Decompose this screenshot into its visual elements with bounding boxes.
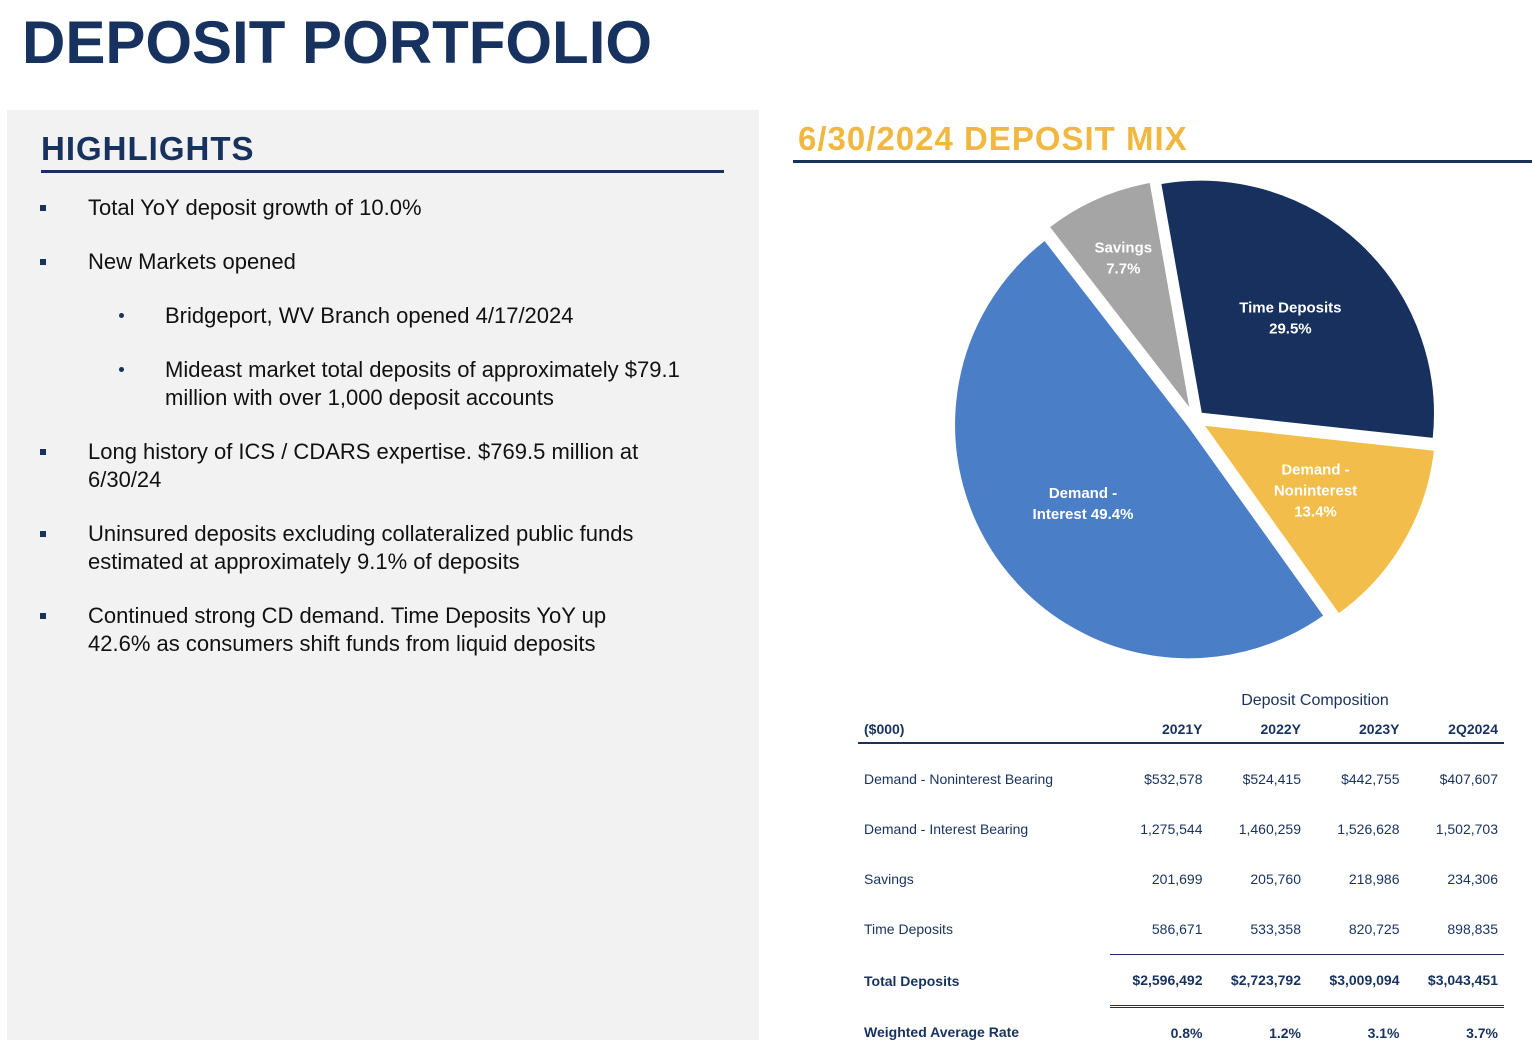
table-cell: 218,986 <box>1307 854 1406 904</box>
column-header: 2Q2024 <box>1406 718 1505 743</box>
deposit-mix-title: 6/30/2024 DEPOSIT MIX <box>798 120 1188 158</box>
square-bullet-icon <box>40 259 46 265</box>
table-cell: $532,578 <box>1110 754 1209 804</box>
row-label: Weighted Average Rate <box>858 1007 1110 1058</box>
row-label: Demand - Noninterest Bearing <box>858 754 1110 804</box>
table-cell: $524,415 <box>1209 754 1308 804</box>
table-cell: 1.2% <box>1209 1007 1308 1058</box>
total-row: Total Deposits $2,596,492 $2,723,792 $3,… <box>858 955 1504 1007</box>
column-header: ($000) <box>858 718 1110 743</box>
pie-label-line: Time Deposits <box>1239 300 1341 317</box>
table-cell: 234,306 <box>1406 854 1505 904</box>
table-cell: $3,009,094 <box>1307 955 1406 1007</box>
highlights-panel: HIGHLIGHTS Total YoY deposit growth of 1… <box>7 110 759 1040</box>
table-cell: 1,502,703 <box>1406 804 1505 854</box>
page-title: DEPOSIT PORTFOLIO <box>22 8 652 77</box>
table-cell: $407,607 <box>1406 754 1505 804</box>
table-cell: 3.1% <box>1307 1007 1406 1058</box>
rate-row: Weighted Average Rate 0.8% 1.2% 3.1% 3.7… <box>858 1007 1504 1058</box>
bullet-text: Continued strong CD demand. Time Deposit… <box>88 603 606 656</box>
square-bullet-icon <box>40 449 46 455</box>
pie-label-line: Demand - <box>1281 461 1349 478</box>
table-cell: $442,755 <box>1307 754 1406 804</box>
square-bullet-icon <box>40 613 46 619</box>
bullet-text: New Markets opened <box>88 249 296 274</box>
deposit-mix-divider <box>793 160 1532 163</box>
row-label: Time Deposits <box>858 904 1110 955</box>
table-cell: 586,671 <box>1110 904 1209 955</box>
table-cell: 205,760 <box>1209 854 1308 904</box>
bullet-text: Mideast market total deposits of approxi… <box>165 357 680 410</box>
table-cell: 3.7% <box>1406 1007 1505 1058</box>
table-cell: 1,275,544 <box>1110 804 1209 854</box>
table-cell: 201,699 <box>1110 854 1209 904</box>
table-cell: 1,526,628 <box>1307 804 1406 854</box>
bullet-item: Continued strong CD demand. Time Deposit… <box>88 602 668 658</box>
bullet-text: Bridgeport, WV Branch opened 4/17/2024 <box>165 303 574 328</box>
pie-label-line: Interest 49.4% <box>1033 506 1134 523</box>
highlights-divider <box>41 170 724 173</box>
column-header: 2022Y <box>1209 718 1308 743</box>
pie-label-line: Savings <box>1095 239 1153 256</box>
bullet-text: Uninsured deposits excluding collaterali… <box>88 521 633 574</box>
pie-label-line: 7.7% <box>1106 260 1140 277</box>
sub-bullet-item: Bridgeport, WV Branch opened 4/17/2024 <box>165 302 705 330</box>
table-cell: 533,358 <box>1209 904 1308 955</box>
table-cell: 1,460,259 <box>1209 804 1308 854</box>
bullet-text: Long history of ICS / CDARS expertise. $… <box>88 439 638 492</box>
column-header: 2021Y <box>1110 718 1209 743</box>
pie-label-line: 13.4% <box>1294 503 1337 520</box>
row-label: Demand - Interest Bearing <box>858 804 1110 854</box>
square-bullet-icon <box>40 205 46 211</box>
table-cell: $2,723,792 <box>1209 955 1308 1007</box>
bullet-item: New Markets opened <box>88 248 708 276</box>
table-header-row: ($000) 2021Y 2022Y 2023Y 2Q2024 <box>858 718 1504 743</box>
table-cell: 820,725 <box>1307 904 1406 955</box>
deposit-composition-table: ($000) 2021Y 2022Y 2023Y 2Q2024 Demand -… <box>858 718 1504 1058</box>
square-bullet-icon <box>40 531 46 537</box>
table-cell: 0.8% <box>1110 1007 1209 1058</box>
bullet-text: Total YoY deposit growth of 10.0% <box>88 195 422 220</box>
highlights-title: HIGHLIGHTS <box>41 130 255 168</box>
sub-bullet-item: Mideast market total deposits of approxi… <box>165 356 685 412</box>
pie-label-line: 29.5% <box>1269 321 1312 338</box>
table-cell: $3,043,451 <box>1406 955 1505 1007</box>
deposit-mix-pie-chart: Time Deposits 29.5% Demand - Noninterest 13.… <box>930 170 1470 680</box>
table-row: Time Deposits 586,671 533,358 820,725 89… <box>858 904 1504 955</box>
bullet-item: Long history of ICS / CDARS expertise. $… <box>88 438 688 494</box>
bullet-item: Total YoY deposit growth of 10.0% <box>88 194 708 222</box>
column-header: 2023Y <box>1307 718 1406 743</box>
pie-label-line: Noninterest <box>1274 482 1357 499</box>
table-caption: Deposit Composition <box>1100 692 1530 710</box>
table-row: Demand - Noninterest Bearing $532,578 $5… <box>858 754 1504 804</box>
table-row: Savings 201,699 205,760 218,986 234,306 <box>858 854 1504 904</box>
table-cell: 898,835 <box>1406 904 1505 955</box>
row-label: Total Deposits <box>858 955 1110 1007</box>
row-label: Savings <box>858 854 1110 904</box>
round-bullet-icon <box>119 367 124 372</box>
table-row: Demand - Interest Bearing 1,275,544 1,46… <box>858 804 1504 854</box>
bullet-item: Uninsured deposits excluding collaterali… <box>88 520 698 576</box>
table-cell: $2,596,492 <box>1110 955 1209 1007</box>
pie-label-line: Demand - <box>1049 485 1117 502</box>
round-bullet-icon <box>119 313 124 318</box>
